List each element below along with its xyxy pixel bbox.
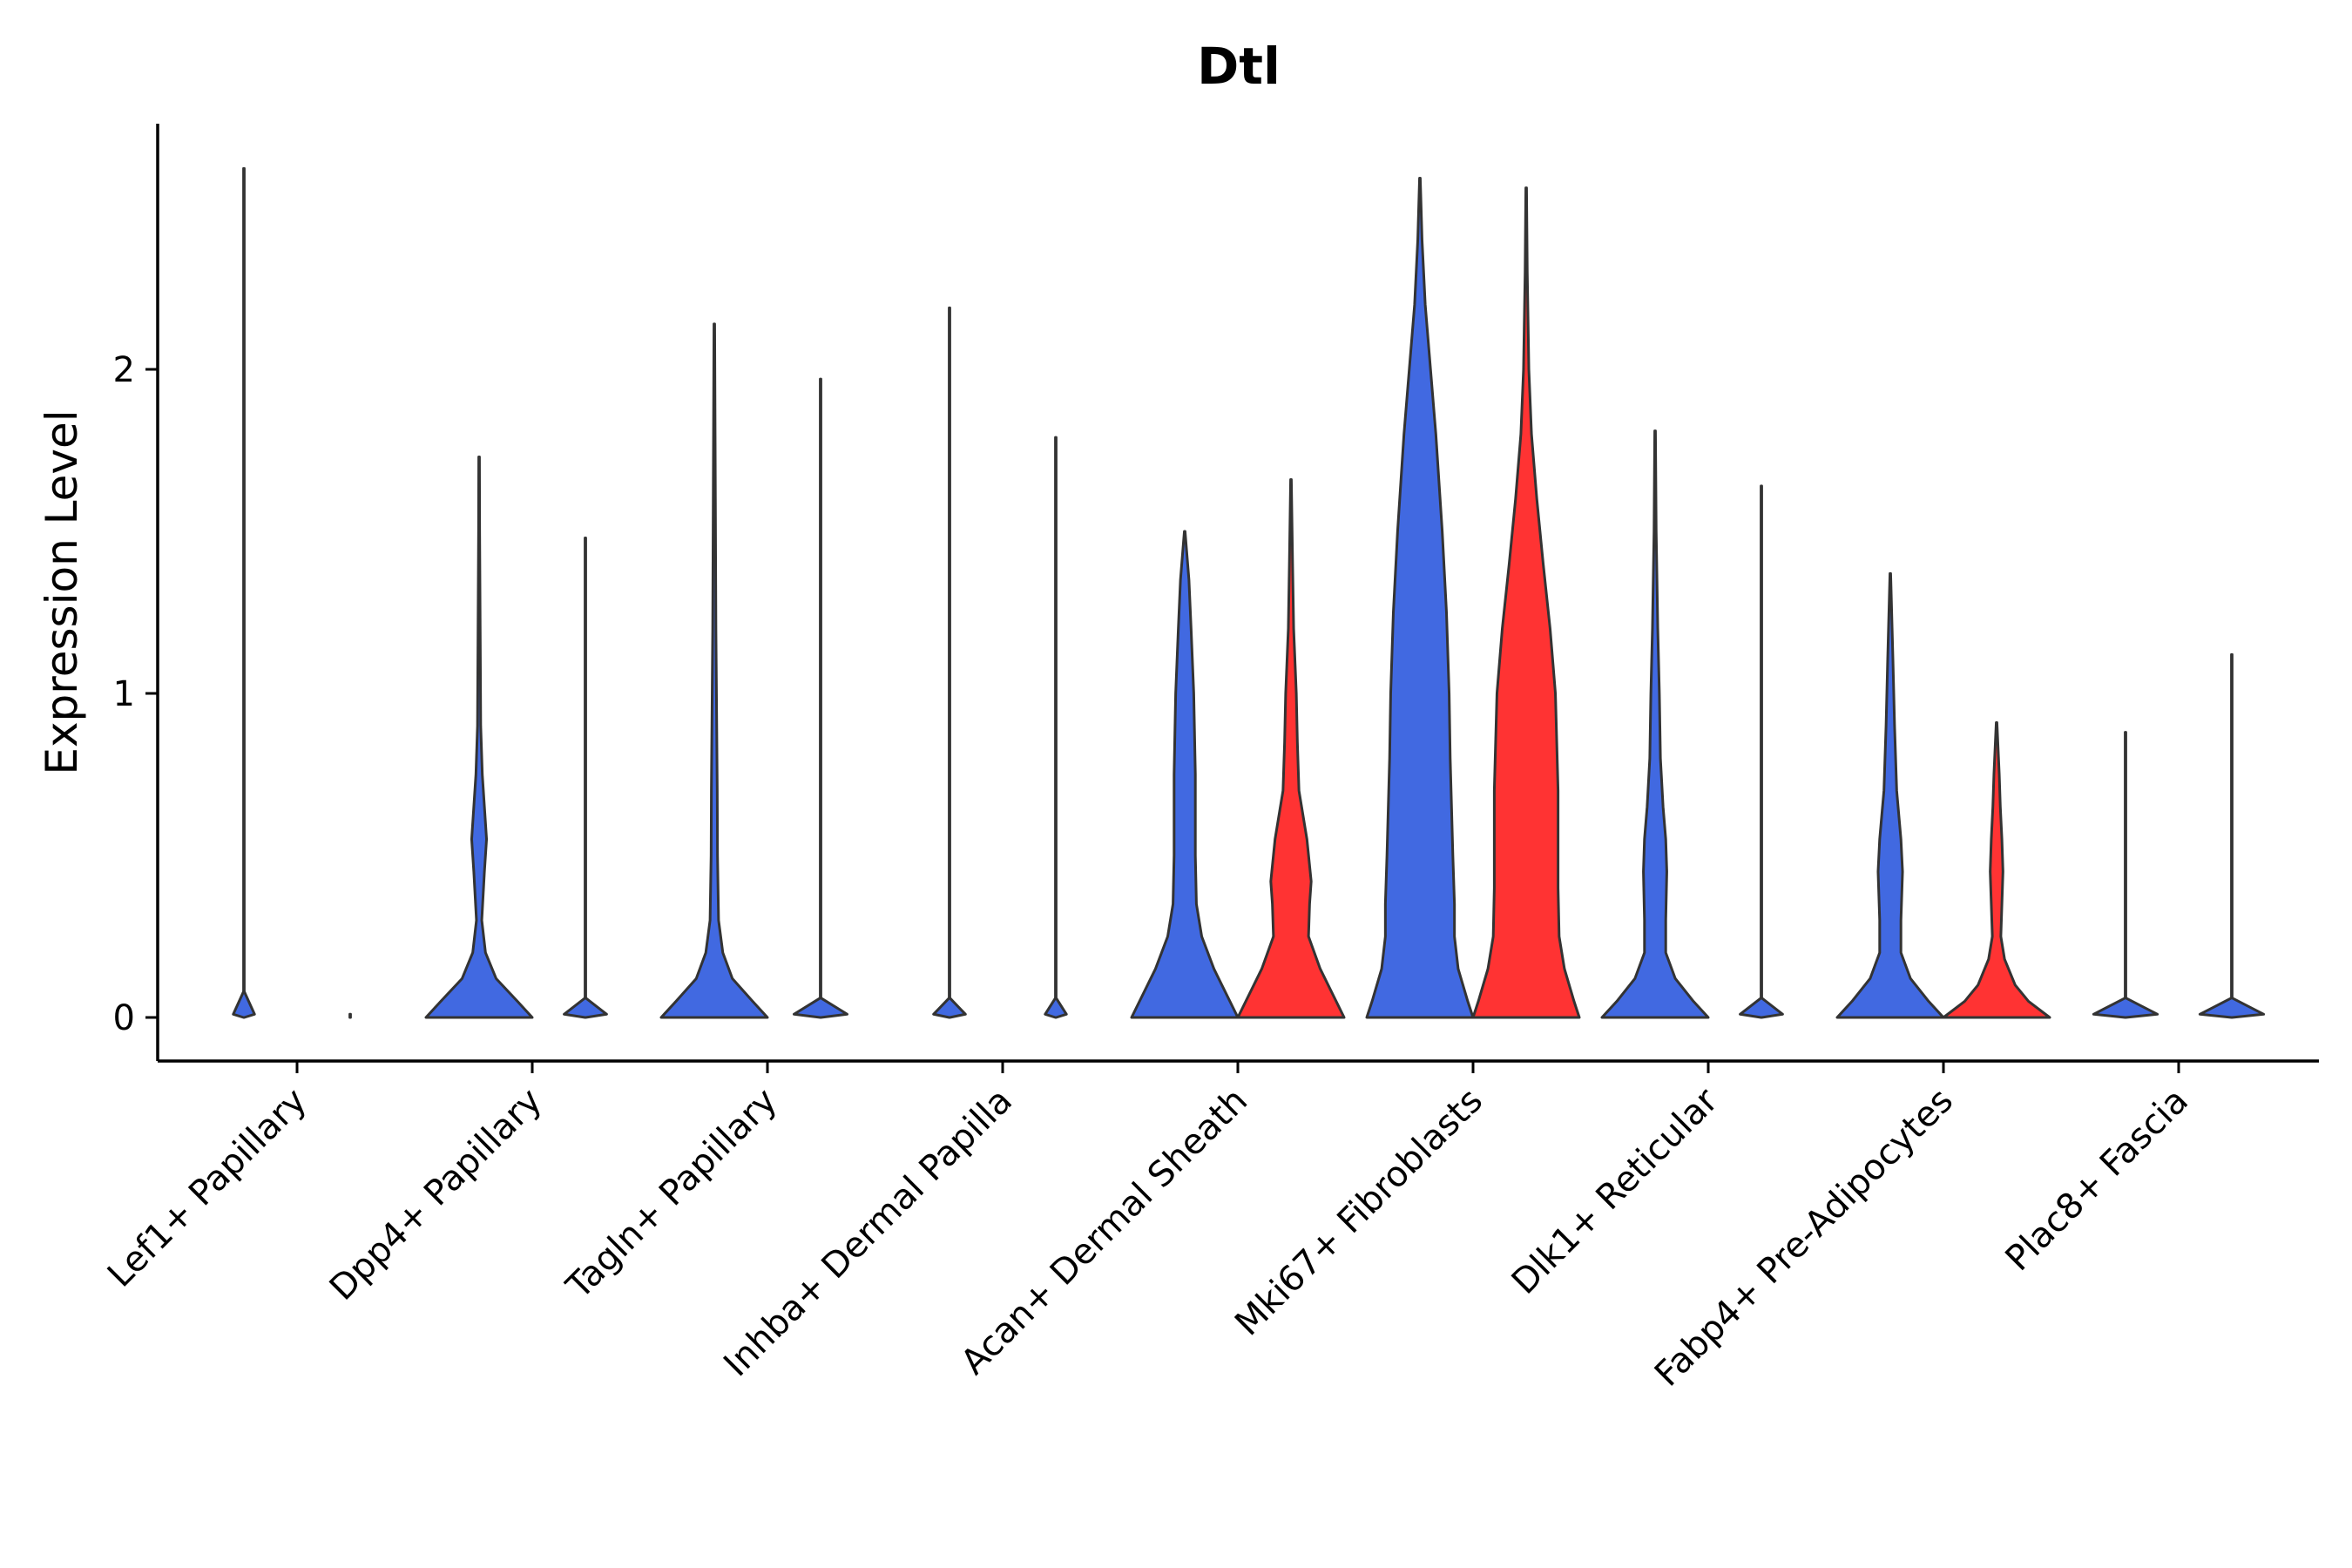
violin-11 [1365,177,1475,1019]
violin-2 [348,1012,352,1019]
violin-5 [659,322,769,1019]
violin-13 [1600,429,1710,1019]
violin-9 [1130,530,1240,1019]
violin-1 [232,166,256,1019]
x-tick-label: Plac8+ Fascia [1998,1081,2197,1280]
y-tick-label: 0 [113,998,135,1038]
violin-17 [2092,731,2159,1019]
violin-8 [1044,436,1068,1019]
x-tick-label: Lef1+ Papillary [100,1081,314,1295]
y-axis-label: Expression Level [37,409,87,774]
violin-15 [1835,571,1945,1019]
x-tick-label: Dpp4+ Papillary [322,1081,550,1308]
violin-12 [1471,186,1581,1019]
chart-title: Dtl [1197,37,1281,96]
violin-4 [563,536,608,1019]
y-tick-label: 1 [113,674,135,714]
violin-3 [424,455,534,1019]
x-tick-label: Dlk1+ Reticular [1504,1080,1727,1302]
violin-6 [793,377,848,1019]
x-tick-label: Mki67+ Fibroblasts [1227,1081,1490,1344]
violin-18 [2198,652,2266,1019]
violin-16 [1942,720,2051,1019]
x-tick-label: Tagln+ Papillary [558,1081,785,1308]
axes: 0 1 2 Lef1+ Papillary Dpp4+ Papillary Tagln+ … [100,124,2319,1395]
violin-7 [932,306,967,1019]
y-tick-label: 2 [113,350,135,390]
violin-14 [1739,484,1784,1019]
violin-layer [232,166,2266,1019]
violin-10 [1236,477,1346,1019]
